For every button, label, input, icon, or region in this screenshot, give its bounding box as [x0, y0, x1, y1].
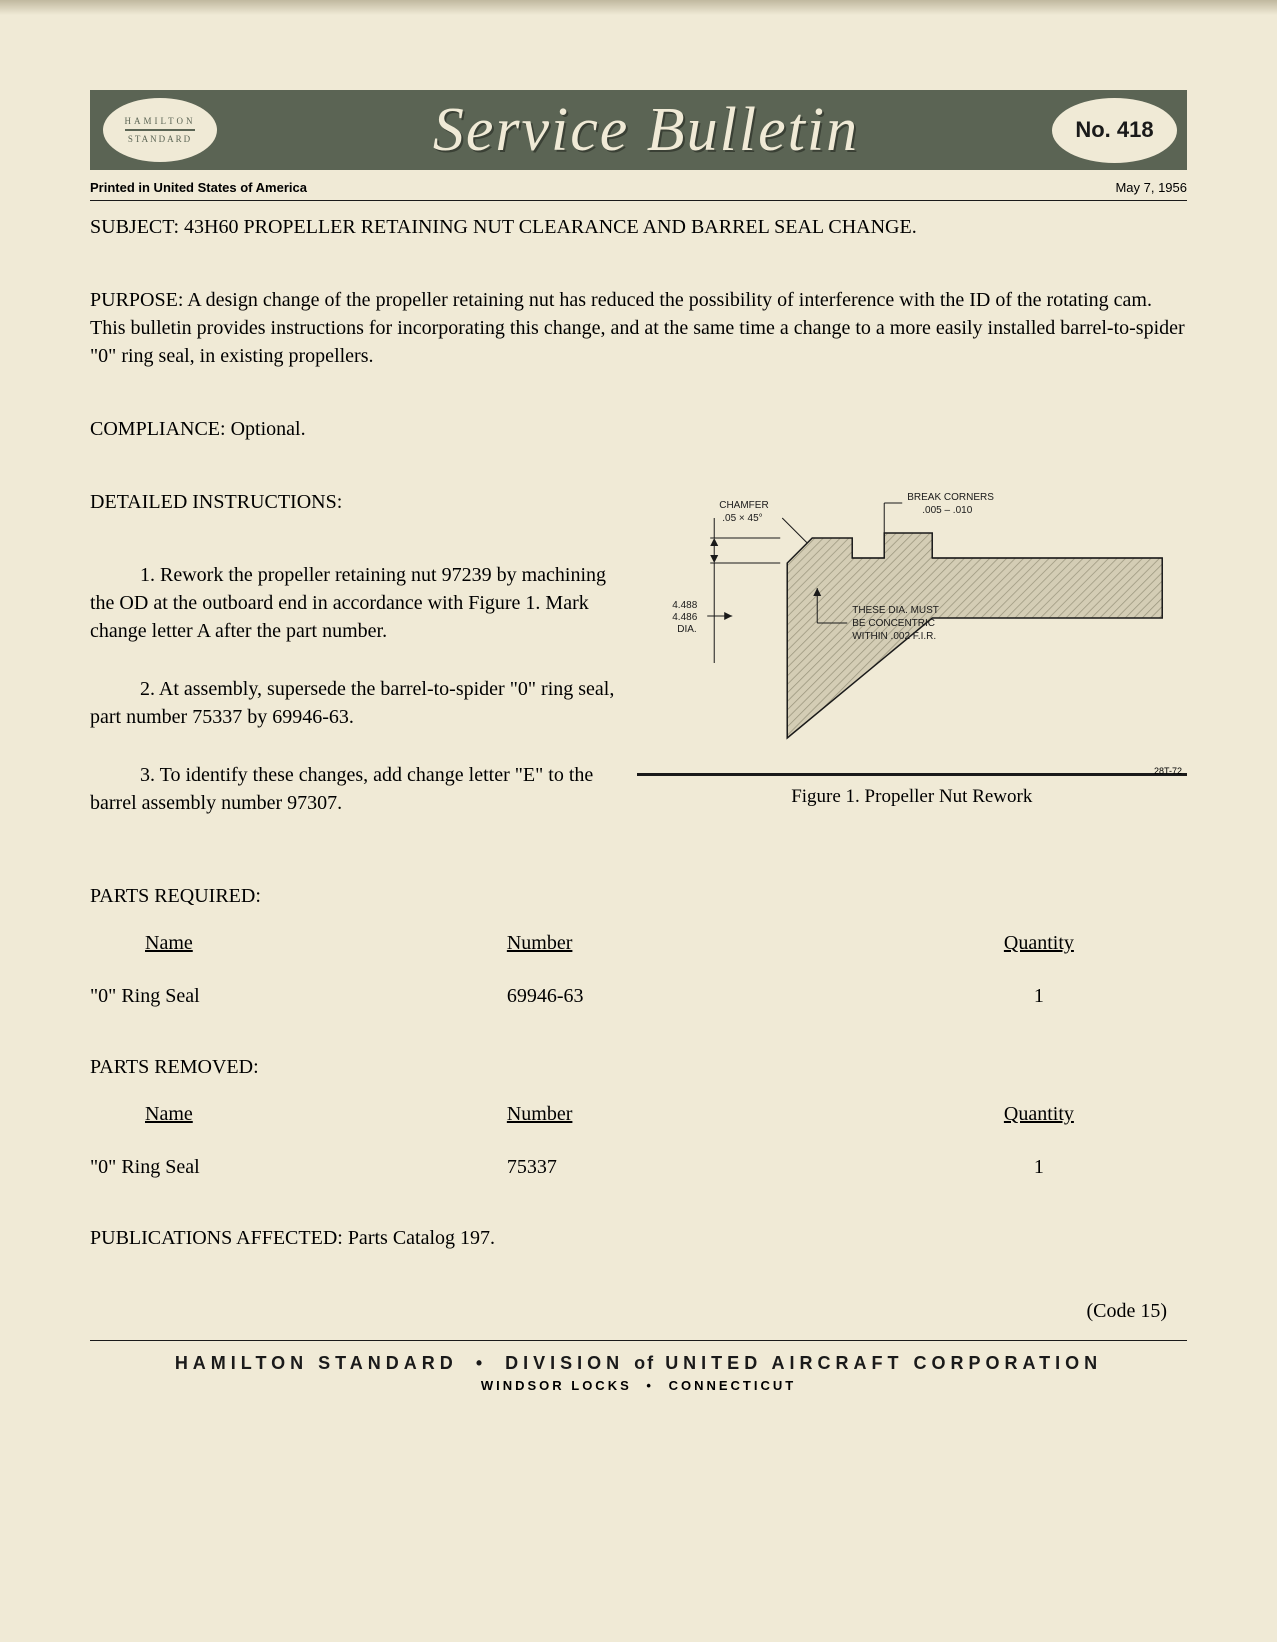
footer-company: HAMILTON STANDARD: [175, 1353, 458, 1373]
footer-division: DIVISION: [505, 1353, 624, 1373]
header-band: HAMILTON STANDARD Service Bulletin No. 4…: [90, 90, 1187, 170]
instruction-item-2: 2. At assembly, supersede the barrel-to-…: [90, 675, 617, 731]
chamfer-value: .05 × 45°: [722, 513, 762, 524]
dia-value-1: 4.488: [672, 600, 697, 611]
parts-removed-table: Name Number Quantity "0" Ring Seal 75337…: [90, 1103, 1187, 1179]
table-row: "0" Ring Seal 69946-63 1: [90, 985, 1187, 1008]
purpose-text: A design change of the propeller retaini…: [90, 289, 1185, 367]
col-number-header: Number: [507, 932, 573, 954]
compliance-label: COMPLIANCE:: [90, 418, 226, 440]
header-meta: Printed in United States of America May …: [90, 180, 1187, 195]
code-line: (Code 15): [90, 1297, 1187, 1325]
page-container: HAMILTON STANDARD Service Bulletin No. 4…: [0, 90, 1277, 1393]
part-qty: 1: [891, 985, 1187, 1008]
break-corners-value: .005 – .010: [922, 505, 972, 516]
figure-1: CHAMFER .05 × 45° BREAK CORNERS .005 – .…: [637, 488, 1187, 811]
figure-code: 28T-72: [1154, 766, 1182, 776]
table-row: "0" Ring Seal 75337 1: [90, 1156, 1187, 1179]
concentric-2: BE CONCENTRIC: [852, 618, 935, 629]
compliance-text: Optional.: [231, 418, 306, 440]
publications-line: PUBLICATIONS AFFECTED: Parts Catalog 197…: [90, 1224, 1187, 1252]
part-number: 69946-63: [507, 985, 891, 1008]
bulletin-date: May 7, 1956: [1115, 180, 1187, 195]
footer-of: of: [634, 1353, 655, 1373]
col-name-header: Name: [145, 932, 193, 954]
bulletin-title: Service Bulletin: [220, 95, 1052, 166]
concentric-1: THESE DIA. MUST: [852, 605, 939, 616]
part-name: "0" Ring Seal: [90, 1156, 507, 1179]
logo-top-text: HAMILTON: [124, 116, 195, 126]
instructions-heading: DETAILED INSTRUCTIONS:: [90, 488, 617, 516]
purpose-label: PURPOSE:: [90, 289, 183, 311]
purpose-section: PURPOSE: A design change of the propelle…: [90, 286, 1187, 370]
compliance-section: COMPLIANCE: Optional.: [90, 415, 1187, 443]
subject-text: 43H60 PROPELLER RETAINING NUT CLEARANCE …: [184, 216, 917, 238]
col-name-header: Name: [145, 1103, 193, 1125]
footer-divider: [90, 1340, 1187, 1341]
parts-removed-heading: PARTS REMOVED:: [90, 1053, 1187, 1081]
logo-bottom-text: STANDARD: [128, 134, 192, 144]
publications-label: PUBLICATIONS AFFECTED:: [90, 1227, 343, 1249]
table-header-row: Name Number Quantity: [90, 1103, 1187, 1126]
break-corners-label: BREAK CORNERS: [907, 492, 994, 503]
bulletin-number-badge: No. 418: [1052, 98, 1177, 163]
propeller-nut-diagram: CHAMFER .05 × 45° BREAK CORNERS .005 – .…: [637, 488, 1187, 768]
table-header-row: Name Number Quantity: [90, 932, 1187, 955]
part-qty: 1: [891, 1156, 1187, 1179]
col-qty-header: Quantity: [1004, 932, 1074, 954]
footer-company-line: HAMILTON STANDARD • DIVISION of UNITED A…: [90, 1353, 1187, 1374]
col-qty-header: Quantity: [1004, 1103, 1074, 1125]
figure-divider: [637, 773, 1187, 776]
instruction-item-3: 3. To identify these changes, add change…: [90, 761, 617, 817]
footer-location-2: CONNECTICUT: [669, 1378, 797, 1393]
publications-text: Parts Catalog 197.: [348, 1227, 495, 1249]
figure-caption: Figure 1. Propeller Nut Rework: [637, 784, 1187, 811]
part-number: 75337: [507, 1156, 891, 1179]
header-divider: [90, 200, 1187, 201]
dia-value-2: 4.486: [672, 612, 697, 623]
company-logo: HAMILTON STANDARD: [100, 95, 220, 165]
footer-location-line: WINDSOR LOCKS • CONNECTICUT: [90, 1378, 1187, 1393]
dia-label: DIA.: [677, 624, 696, 635]
parts-required-table: Name Number Quantity "0" Ring Seal 69946…: [90, 932, 1187, 1008]
printed-in: Printed in United States of America: [90, 180, 307, 195]
footer: HAMILTON STANDARD • DIVISION of UNITED A…: [90, 1353, 1187, 1393]
subject-label: SUBJECT:: [90, 216, 179, 238]
footer-location-1: WINDSOR LOCKS: [481, 1378, 632, 1393]
bulletin-number: No. 418: [1075, 117, 1153, 143]
concentric-3: WITHIN .002 F.I.R.: [852, 631, 936, 642]
subject-line: SUBJECT: 43H60 PROPELLER RETAINING NUT C…: [90, 213, 1187, 241]
parts-required-heading: PARTS REQUIRED:: [90, 882, 1187, 910]
chamfer-label: CHAMFER: [719, 500, 768, 511]
instruction-item-1: 1. Rework the propeller retaining nut 97…: [90, 561, 617, 645]
col-number-header: Number: [507, 1103, 573, 1125]
footer-parent: UNITED AIRCRAFT CORPORATION: [665, 1353, 1102, 1373]
part-name: "0" Ring Seal: [90, 985, 507, 1008]
